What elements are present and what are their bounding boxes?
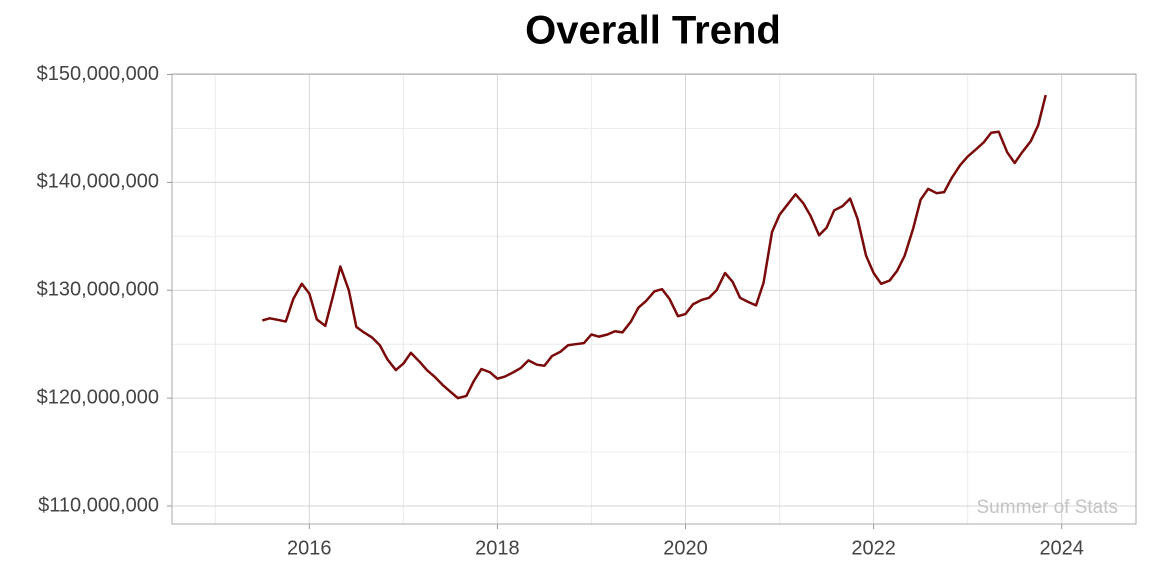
- data-line: [261, 94, 1047, 400]
- plot-border: [171, 73, 1137, 525]
- chart-title: Overall Trend: [525, 9, 781, 53]
- y-tick-label: $120,000,000: [37, 386, 159, 408]
- x-tick-label: 2018: [475, 537, 520, 559]
- y-tick-label: $110,000,000: [38, 494, 159, 516]
- x-tick-label: 2016: [287, 537, 332, 559]
- y-tick-label: $150,000,000: [37, 63, 159, 85]
- watermark: Summer of Stats: [977, 497, 1119, 518]
- y-tick-label: $130,000,000: [37, 279, 159, 301]
- y-tick-label: $140,000,000: [37, 171, 159, 193]
- x-tick-label: 2022: [851, 537, 896, 559]
- x-tick-label: 2024: [1039, 537, 1084, 559]
- x-tick-label: 2020: [663, 537, 708, 559]
